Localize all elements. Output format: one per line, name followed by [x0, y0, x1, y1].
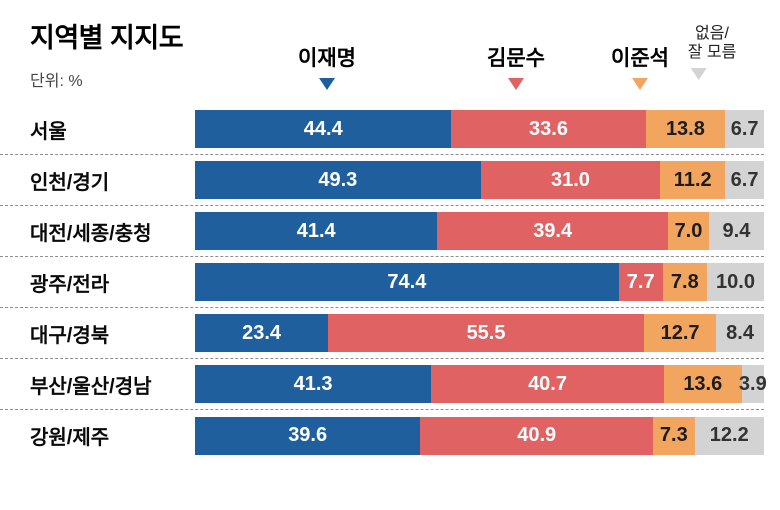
- bar-segment-kim-moon-soo: 55.5: [328, 314, 644, 352]
- bar-segment-lee-jae-myung: 49.3: [195, 161, 481, 199]
- legend-item-lee-jun-seok: 이준석: [611, 46, 669, 91]
- legend-triangle-icon: [690, 68, 707, 81]
- bar-segment-lee-jun-seok: 7.0: [667, 212, 709, 250]
- region-label: 부산/울산/경남: [30, 375, 152, 398]
- legend-triangle-icon: [632, 78, 648, 91]
- region-label: 서울: [30, 120, 67, 143]
- bar-segment-kim-moon-soo: 40.9: [420, 416, 654, 455]
- stacked-bar: 44.4 33.6 13.8 6.7: [195, 110, 764, 148]
- bar-segment-lee-jun-seok: 7.8: [662, 263, 708, 301]
- bar-segment-none-dont-know: 12.2: [694, 416, 764, 455]
- bar-segment-lee-jae-myung: 74.4: [195, 263, 619, 301]
- bar-segment-none-dont-know: 3.9: [739, 365, 767, 403]
- legend-label: 없음/잘 모름: [687, 25, 737, 62]
- table-row: 대전/세종/충청 41.4 39.4 7.0 9.4: [0, 206, 764, 257]
- bar-segment-lee-jae-myung: 39.6: [195, 416, 421, 455]
- bar-segment-lee-jun-seok: 13.6: [663, 365, 742, 403]
- region-label: 강원/제주: [30, 427, 110, 449]
- stacked-bar: 49.3 31.0 11.2 6.7: [195, 161, 764, 199]
- bar-segment-lee-jun-seok: 13.8: [645, 110, 726, 148]
- bar-segment-lee-jae-myung: 41.4: [195, 212, 438, 250]
- region-label: 대전/세종/충청: [30, 222, 152, 245]
- bar-segment-lee-jae-myung: 44.4: [195, 110, 452, 148]
- legend-triangle-icon: [508, 78, 524, 91]
- legend-triangle-icon: [319, 78, 335, 91]
- region-label: 광주/전라: [30, 273, 110, 296]
- chart-header: 지역별 지지도 단위: %: [30, 16, 184, 91]
- bar-segment-kim-moon-soo: 7.7: [618, 263, 663, 301]
- table-row: 대구/경북 23.4 55.5 12.7 8.4: [0, 308, 764, 359]
- legend-item-lee-jae-myung: 이재명: [298, 46, 356, 91]
- legend-label: 이재명: [298, 47, 356, 70]
- bar-segment-none-dont-know: 10.0: [707, 263, 764, 301]
- unit-label: 단위: %: [30, 73, 83, 90]
- bar-segment-kim-moon-soo: 40.7: [431, 365, 664, 403]
- legend-label: 김문수: [487, 47, 545, 70]
- legend-item-kim-moon-soo: 김문수: [487, 46, 545, 91]
- bar-segment-lee-jae-myung: 23.4: [195, 314, 329, 352]
- page-title: 지역별 지지도: [30, 23, 184, 53]
- table-row: 강원/제주 39.6 40.9 7.3 12.2: [0, 410, 764, 461]
- bar-segment-none-dont-know: 6.7: [725, 110, 764, 148]
- region-label: 대구/경북: [30, 324, 110, 347]
- stacked-bar: 41.3 40.7 13.6 3.9: [195, 365, 767, 403]
- region-label: 인천/경기: [30, 171, 110, 194]
- bar-segment-lee-jun-seok: 7.3: [653, 416, 695, 455]
- table-row: 부산/울산/경남 41.3 40.7 13.6 3.9: [0, 359, 767, 410]
- bar-segment-kim-moon-soo: 31.0: [480, 161, 661, 199]
- bar-segment-none-dont-know: 6.7: [725, 161, 764, 199]
- legend-label: 이준석: [611, 47, 669, 70]
- bar-segment-lee-jun-seok: 11.2: [660, 161, 726, 199]
- bar-segment-kim-moon-soo: 33.6: [451, 110, 646, 148]
- bar-segment-lee-jun-seok: 12.7: [643, 314, 717, 352]
- stacked-bar-chart: 서울 44.4 33.6 13.8 6.7 인천/경기 49.3 31.0 11.2 6.7 대전/…: [0, 104, 767, 461]
- table-row: 서울 44.4 33.6 13.8 6.7: [0, 104, 764, 155]
- stacked-bar: 74.4 7.7 7.8 10.0: [195, 263, 764, 301]
- stacked-bar: 39.6 40.9 7.3 12.2: [195, 416, 764, 455]
- bar-segment-lee-jae-myung: 41.3: [195, 365, 432, 403]
- legend: 이재명 김문수 이준석 없음/잘 모름: [0, 0, 780, 102]
- table-row: 광주/전라 74.4 7.7 7.8 10.0: [0, 257, 764, 308]
- bar-segment-none-dont-know: 9.4: [708, 212, 764, 250]
- stacked-bar: 23.4 55.5 12.7 8.4: [195, 314, 764, 352]
- legend-item-none-dont-know: 없음/잘 모름: [687, 24, 737, 81]
- bar-segment-kim-moon-soo: 39.4: [437, 212, 668, 250]
- bar-segment-none-dont-know: 8.4: [716, 314, 764, 352]
- stacked-bar: 41.4 39.4 7.0 9.4: [195, 212, 764, 250]
- table-row: 인천/경기 49.3 31.0 11.2 6.7: [0, 155, 764, 206]
